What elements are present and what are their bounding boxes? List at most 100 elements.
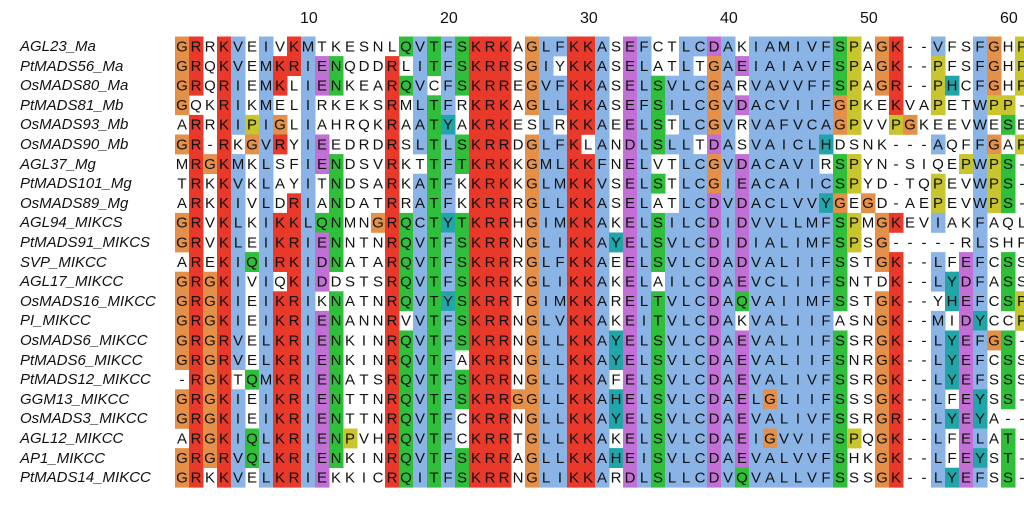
residue-cell [763,428,778,449]
residue-letter: V [415,352,425,369]
ruler-tick: 50 [860,10,878,27]
residue-letter: K [331,469,341,486]
residue-letter: F [443,332,452,349]
residue-letter: I [306,117,310,134]
residue-cell [189,232,204,253]
residue-letter: Q [1002,215,1014,232]
residue-letter: I [796,411,800,428]
residue-cell [217,154,232,174]
residue-cell [525,134,540,155]
residue-letter: K [569,254,579,271]
residue-cell [679,75,694,96]
residue-letter: R [387,411,398,428]
residue-letter: V [667,352,677,369]
residue-letter: F [443,254,452,271]
residue-cell [637,193,652,214]
residue-letter: H [1003,58,1014,75]
residue-letter: K [373,117,383,134]
residue-cell [679,330,694,351]
residue-letter: - [1020,450,1024,467]
residue-letter: E [317,391,327,408]
residue-letter: H [611,391,622,408]
residue-cell [721,408,736,429]
residue-letter: L [682,352,690,369]
residue-cell [819,36,834,57]
residue-cell [581,75,596,96]
residue-cell [231,212,246,233]
residue-cell [721,232,736,253]
residue-letter: T [177,175,186,192]
residue-cell [1001,291,1016,312]
residue-cell [273,114,288,135]
residue-cell [595,154,610,174]
residue-cell [651,330,666,351]
residue-cell [805,75,820,96]
residue-letter: A [597,371,607,388]
residue-letter: K [891,332,901,349]
residue-cell [469,389,484,410]
residue-letter: S [611,77,621,94]
residue-letter: E [737,371,747,388]
residue-cell [973,252,988,272]
residue-letter: G [246,136,258,153]
residue-cell [763,271,778,292]
residue-cell [553,291,568,312]
residue-letter: C [765,195,776,212]
residue-cell [903,114,918,135]
residue-cell [217,36,232,57]
residue-letter: R [485,254,496,271]
residue-letter: P [1017,77,1024,94]
residue-letter: L [262,430,270,447]
residue-letter: K [359,97,369,114]
residue-cell [553,36,568,57]
residue-letter: A [765,332,775,349]
residue-cell [833,154,848,174]
residue-letter: Y [555,58,565,75]
residue-cell [931,448,946,468]
residue-letter: R [499,411,510,428]
residue-cell [973,389,988,410]
residue-letter: K [471,273,481,290]
residue-cell [721,291,736,312]
residue-letter: K [219,234,229,251]
residue-cell [833,428,848,449]
residue-letter: A [597,117,607,134]
ruler-tick: 40 [720,10,738,27]
residue-cell [539,428,554,449]
residue-letter: P [1017,58,1024,75]
residue-letter: K [471,371,481,388]
residue-cell [245,448,260,468]
residue-cell [833,291,848,312]
residue-cell [959,389,974,410]
residue-cell [315,369,330,390]
residue-letter: D [737,97,748,114]
residue-cell [427,369,442,390]
residue-cell [539,291,554,312]
residue-letter: R [191,77,202,94]
residue-letter: N [513,313,524,330]
residue-cell [539,330,554,351]
residue-cell [427,271,442,292]
residue-cell [749,212,764,233]
residue-cell [637,408,652,429]
residue-cell [553,408,568,429]
residue-letter: N [331,293,342,310]
residue-letter: R [485,215,496,232]
residue-cell [385,75,400,96]
residue-cell [945,369,960,390]
residue-cell [609,448,624,468]
residue-letter: A [863,38,873,55]
residue-letter: N [849,273,860,290]
residue-cell [819,369,834,390]
residue-letter: L [640,77,648,94]
residue-cell [525,448,540,468]
residue-cell [623,350,638,370]
residue-letter: R [863,352,874,369]
residue-letter: L [682,273,690,290]
residue-cell [217,271,232,292]
residue-cell [441,114,456,135]
residue-letter: L [682,411,690,428]
residue-letter: E [247,38,257,55]
residue-letter: K [583,117,593,134]
residue-cell [343,428,358,449]
